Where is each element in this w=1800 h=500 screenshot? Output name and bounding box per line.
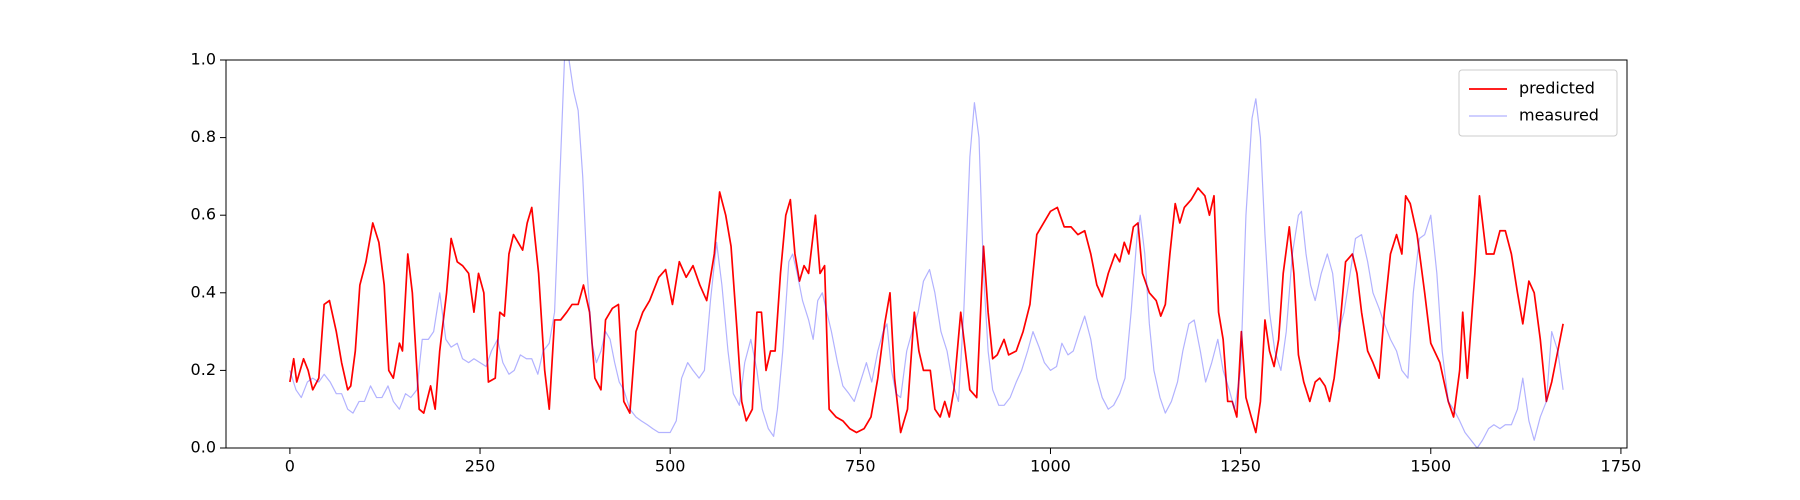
y-tick-label: 0.6 <box>191 205 216 224</box>
x-tick-label: 1500 <box>1410 457 1451 476</box>
x-tick-label: 1750 <box>1601 457 1642 476</box>
x-tick-label: 500 <box>655 457 686 476</box>
x-tick-label: 1250 <box>1220 457 1261 476</box>
legend: predicted measured <box>1458 69 1618 137</box>
x-tick-label: 0 <box>285 457 295 476</box>
y-tick-label: 0.4 <box>191 282 216 301</box>
line-series <box>289 187 1564 434</box>
y-tick-label: 0.2 <box>191 360 216 379</box>
plot-area <box>289 60 1564 448</box>
y-tick-label: 1.0 <box>191 50 216 69</box>
y-tick-label: 0.0 <box>191 438 216 457</box>
x-tick-label: 750 <box>845 457 876 476</box>
x-tick-label: 250 <box>465 457 496 476</box>
y-tick-label: 0.8 <box>191 127 216 146</box>
legend-label: measured <box>1519 106 1599 125</box>
axes-frame <box>225 59 1628 449</box>
legend-box <box>1458 69 1618 137</box>
line-series <box>289 60 1564 448</box>
x-tick-label: 1000 <box>1030 457 1071 476</box>
legend-label: predicted <box>1519 79 1595 98</box>
